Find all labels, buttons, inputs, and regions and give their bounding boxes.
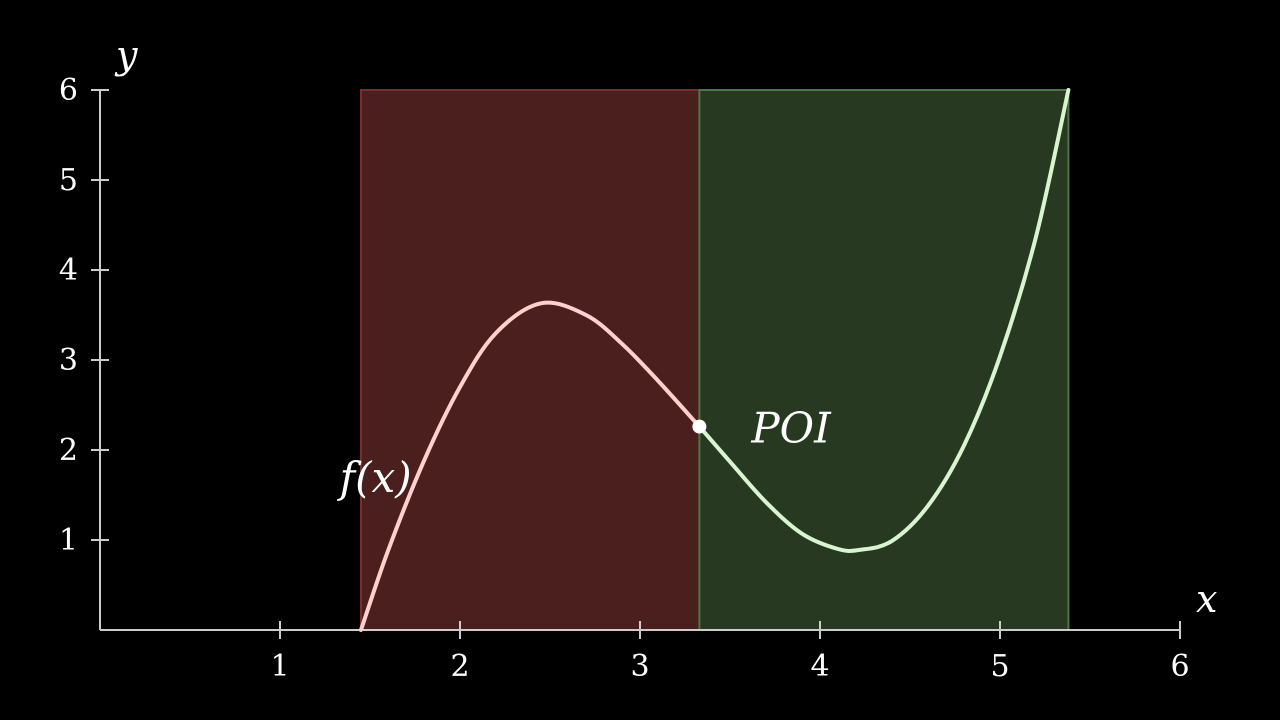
y-tick-label-5: 5 — [59, 163, 78, 198]
annotations: f(x) — [337, 453, 412, 502]
y-ticks: 1 2 3 4 5 6 — [59, 73, 109, 558]
axes: 1 2 3 4 5 6 1 2 3 4 5 6 x y — [59, 33, 1218, 684]
point-of-interest: POI — [692, 404, 832, 453]
curve-segment-right — [697, 88, 1071, 553]
shaded-regions — [360, 89, 1070, 631]
function-label: f(x) — [337, 453, 412, 502]
y-axis-label: y — [114, 33, 138, 77]
poi-label: POI — [750, 404, 832, 453]
x-ticks: 1 2 3 4 5 6 — [270, 621, 1190, 684]
y-tick-label-3: 3 — [59, 343, 78, 378]
y-tick-label-1: 1 — [59, 523, 78, 558]
x-tick-label-2: 2 — [450, 649, 469, 684]
curve-segment-left — [359, 300, 702, 632]
y-tick-label-2: 2 — [59, 433, 78, 468]
x-tick-label-6: 6 — [1170, 649, 1189, 684]
x-tick-label-1: 1 — [270, 649, 289, 684]
y-tick-label-4: 4 — [59, 253, 78, 288]
shaded-region-2 — [698, 89, 1070, 631]
y-tick-label-6: 6 — [59, 73, 78, 108]
x-tick-label-5: 5 — [990, 649, 1009, 684]
shaded-region-1 — [360, 89, 701, 631]
x-axis-label: x — [1196, 577, 1217, 621]
function-curve — [359, 88, 1071, 632]
poi-dot — [692, 419, 707, 434]
x-tick-label-4: 4 — [810, 649, 829, 684]
x-tick-label-3: 3 — [630, 649, 649, 684]
